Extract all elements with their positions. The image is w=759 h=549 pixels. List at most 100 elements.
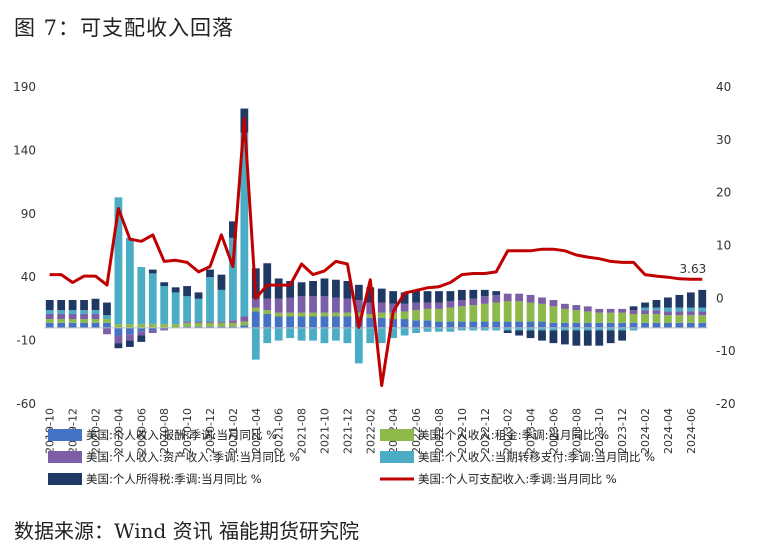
bar-segment [45, 319, 54, 323]
x-axis-tick: 2020-02 [90, 408, 103, 454]
bar-segment [377, 312, 386, 318]
bar-segment [309, 296, 317, 313]
bar-segment [229, 320, 237, 323]
bar-segment [675, 315, 684, 323]
bar-segment [263, 327, 272, 344]
x-axis-tick: 2020-04 [112, 408, 125, 454]
bar-segment [366, 302, 375, 314]
bar-segment [400, 303, 409, 312]
bar-segment [686, 315, 695, 323]
legend: 美国:个人收入:报酬:季调:当月同比 % 美国:个人收入:租金:季调:当月同比 %… [48, 428, 655, 486]
bar-segment [217, 322, 226, 327]
bar-segment [332, 312, 340, 317]
bar-segment [423, 302, 432, 309]
bar-segment [606, 322, 615, 328]
bar-segment [583, 327, 592, 331]
bar-segment [286, 327, 295, 339]
bar-segment [125, 340, 134, 347]
right-axis-tick: 0 [716, 291, 724, 305]
x-axis-tick: 2023-10 [593, 408, 606, 454]
bar-segment [606, 327, 615, 331]
bar-segment [549, 322, 558, 328]
bar-segment [297, 316, 306, 328]
x-axis-tick: 2020-12 [204, 408, 217, 454]
bar-segment [343, 327, 352, 344]
bar-segment [675, 322, 684, 328]
bar-segment [366, 317, 375, 328]
bar-segment [263, 310, 272, 314]
bar-segment [572, 327, 581, 331]
bar-segment [320, 327, 329, 344]
bar-segment [606, 312, 615, 323]
bar-segment [332, 279, 340, 298]
bar-segment [492, 291, 501, 295]
bar-segment [297, 296, 306, 313]
bar-segment [354, 284, 363, 301]
bar-segment [652, 300, 661, 308]
bar-segment [515, 293, 523, 302]
bar-segment [664, 322, 672, 328]
bar-segment [389, 327, 398, 339]
bar-segment [57, 300, 66, 311]
bar-segment [641, 307, 649, 311]
x-axis-tick: 2021-06 [273, 408, 286, 454]
bar-segment [343, 298, 352, 313]
bar-segment [686, 311, 695, 316]
bar-segment [274, 298, 283, 313]
bar-segment [274, 312, 283, 317]
bar-segment [457, 327, 466, 331]
bar-segment [217, 321, 226, 323]
bar-segment [538, 327, 546, 331]
bar-segment [572, 322, 581, 328]
bar-segment [572, 305, 581, 311]
bar-segment [171, 324, 180, 328]
bar-segment [469, 327, 478, 331]
bar-segment [664, 315, 672, 323]
bar-segment [57, 322, 66, 328]
bar-segment [320, 296, 329, 313]
bar-segment [320, 278, 329, 297]
bar-segment [480, 289, 489, 297]
bar-segment [412, 302, 420, 311]
x-axis-tick: 2020-06 [135, 408, 148, 454]
bar-segment [629, 313, 638, 323]
bar-segment [343, 312, 352, 317]
bar-segment [583, 322, 592, 328]
bar-segment [515, 301, 523, 322]
bar-segment [469, 298, 478, 306]
bar-segment [618, 322, 627, 328]
bar-segment [698, 315, 707, 323]
bar-segment [148, 330, 157, 333]
right-axis-tick: 20 [716, 186, 731, 200]
bar-segment [183, 322, 191, 327]
bar-segment [583, 330, 592, 346]
bar-segment [148, 269, 157, 274]
bar-segment [652, 310, 661, 314]
bar-segment [125, 327, 134, 335]
bar-segment [183, 321, 191, 323]
bar-segment [240, 316, 249, 322]
bar-segment [538, 321, 546, 328]
bar-segment [446, 301, 455, 308]
x-axis-tick: 2023-08 [570, 408, 583, 454]
bar-segment [194, 326, 203, 328]
bar-segment [274, 327, 283, 341]
bar-segment [160, 327, 169, 330]
legend-swatch [380, 451, 414, 463]
bar-segment [320, 312, 329, 317]
bar-segment [194, 292, 203, 299]
bar-segment [91, 298, 100, 311]
bar-segment [641, 302, 649, 308]
last-value-label: 3.63 [680, 262, 707, 276]
legend-swatch [380, 429, 414, 441]
bar-segment [309, 327, 317, 341]
bar-segment [561, 303, 569, 309]
bar-segment [229, 322, 237, 327]
bar-segment [412, 291, 420, 303]
bar-segment [125, 324, 134, 328]
bar-segment [343, 316, 352, 328]
bar-segment [114, 343, 123, 349]
bar-segment [503, 327, 512, 331]
bar-segment [526, 321, 535, 328]
legend-swatch [48, 473, 82, 485]
